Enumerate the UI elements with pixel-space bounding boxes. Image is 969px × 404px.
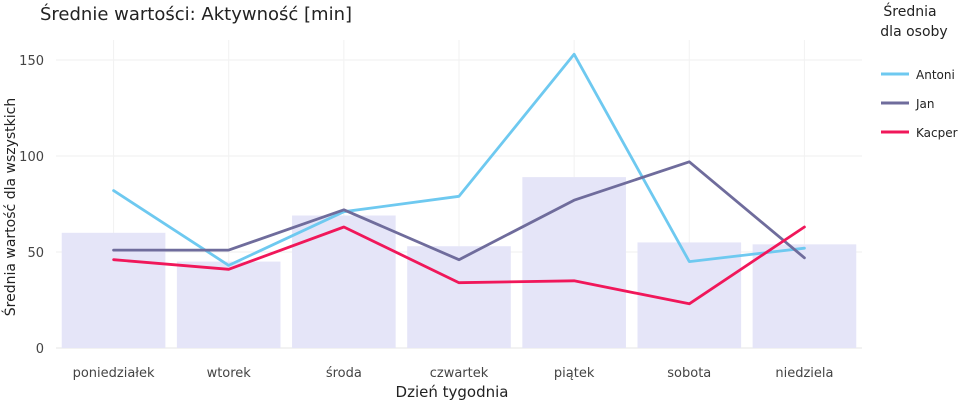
y-tick-label: 150 (19, 54, 44, 69)
series-line-antoni (112, 52, 806, 267)
bar-środa (292, 215, 396, 348)
x-tick-label: czwartek (430, 366, 489, 381)
bars-layer (61, 177, 857, 348)
legend-label-jan: Jan (915, 97, 935, 111)
y-tick-label: 50 (27, 246, 44, 261)
chart-title: Średnie wartości: Aktywność [min] (40, 3, 352, 25)
legend-title-line1: Średnia (883, 2, 936, 20)
x-tick-label: niedziela (775, 366, 833, 381)
bar-niedziela (752, 244, 857, 348)
lines-layer (112, 52, 806, 306)
series-line-jan (112, 160, 806, 262)
legend-label-antoni: Antoni (916, 68, 955, 82)
y-axis-label: Średnia wartość dla wszystkich (1, 98, 19, 316)
x-tick-label: sobota (667, 366, 711, 381)
bar-piątek (522, 177, 626, 348)
bar-wtorek (176, 261, 281, 348)
legend-title-line2: dla osoby (880, 24, 947, 40)
y-tick-label: 0 (36, 342, 44, 357)
legend: Antoni Jan Kacper (881, 68, 958, 140)
bar-poniedziałek (61, 232, 166, 348)
x-tick-label: środa (326, 366, 362, 381)
y-axis-ticks: 0 50 100 150 (19, 54, 44, 357)
x-tick-label: wtorek (207, 366, 252, 381)
x-tick-label: piątek (554, 366, 595, 381)
y-tick-label: 100 (19, 150, 44, 165)
legend-label-kacper: Kacper (916, 126, 958, 140)
x-axis-label: Dzień tygodnia (396, 383, 509, 400)
x-axis-ticks: poniedziałek wtorek środa czwartek piątek sob… (73, 366, 834, 381)
x-tick-label: poniedziałek (73, 366, 155, 381)
bar-czwartek (407, 246, 511, 348)
series-line-kacper (112, 225, 806, 306)
